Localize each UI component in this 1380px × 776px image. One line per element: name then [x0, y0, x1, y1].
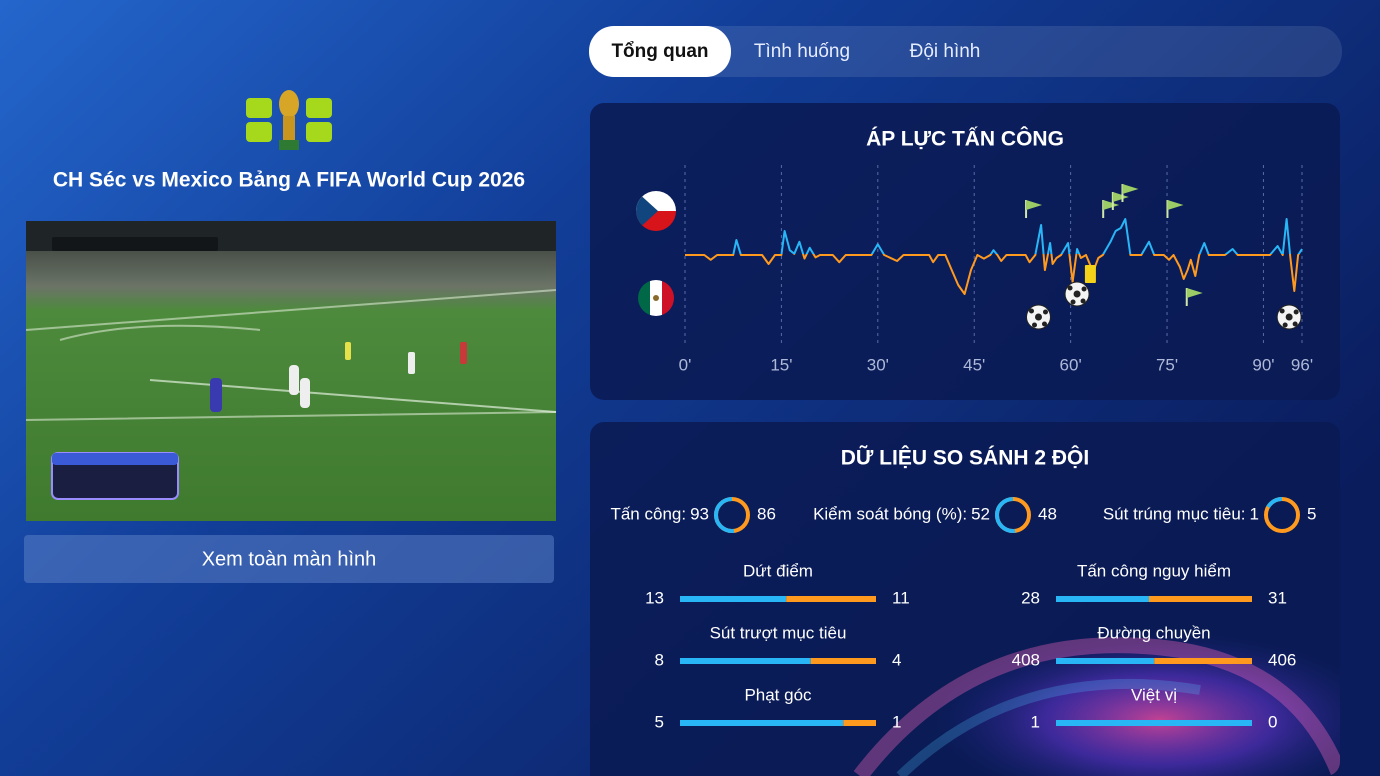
ball-patch	[1292, 321, 1298, 327]
pressure-line-away	[685, 254, 1300, 295]
corner-flag	[1111, 192, 1129, 210]
pressure-panel	[590, 103, 1340, 400]
ball-patch	[1067, 285, 1073, 291]
ball-patch	[1034, 313, 1042, 321]
ball-patch	[1293, 309, 1299, 315]
flag-cloth	[1122, 184, 1139, 194]
away-flag	[638, 280, 674, 316]
ball-patch	[1042, 309, 1048, 315]
stat-label: Dứt điểm	[743, 561, 813, 580]
ball-patch	[1285, 313, 1293, 321]
pressure-line-home	[685, 218, 1303, 254]
ring-home-value: 93	[690, 504, 709, 523]
x-tick-label: 45'	[963, 355, 985, 374]
ring-label: Kiểm soát bóng (%):	[813, 504, 967, 523]
ball-patch	[1282, 322, 1288, 328]
corner-flag	[1166, 200, 1184, 218]
goal-ball	[1064, 281, 1090, 307]
stat-home-bar	[1056, 596, 1150, 602]
flag-cloth	[1167, 200, 1184, 210]
stat-away-value: 4	[892, 650, 901, 669]
ring-home-arc	[714, 497, 750, 533]
x-tick-label: 30'	[867, 355, 889, 374]
ring-home-arc	[995, 497, 1031, 533]
fullscreen-button[interactable]: Xem toàn màn hình	[24, 535, 554, 583]
tab-label[interactable]: Tổng quan	[611, 41, 708, 62]
stat-away-bar	[786, 596, 876, 602]
ball-patch	[1028, 308, 1034, 314]
stat-away-value: 0	[1268, 712, 1277, 731]
ring-home-arc	[1264, 497, 1300, 533]
flag-cloth	[1026, 200, 1043, 210]
stat-home-bar	[680, 596, 787, 602]
stat-away-bar	[1149, 596, 1252, 602]
corner-flag	[1025, 200, 1043, 218]
stat-label: Sút trượt mục tiêu	[710, 623, 847, 642]
ring-label: Tấn công:	[610, 504, 686, 523]
stat-label: Đường chuyền	[1097, 623, 1210, 642]
tab-active-pill[interactable]	[589, 26, 731, 77]
stat-home-bar	[1056, 658, 1155, 664]
ball-patch	[1279, 308, 1285, 314]
stat-home-value: 1	[1031, 712, 1040, 731]
x-tick-label: 60'	[1060, 355, 1082, 374]
corner-flag	[1185, 288, 1203, 306]
stat-away-bar	[810, 658, 876, 664]
stat-label: Phạt góc	[744, 685, 812, 704]
x-tick-label: 90'	[1252, 355, 1274, 374]
home-flag	[636, 191, 676, 231]
pressure-title: ÁP LỰC TẤN CÔNG	[866, 127, 1064, 151]
stat-away-bar	[843, 720, 876, 726]
x-tick-label: 96'	[1291, 355, 1313, 374]
ball-patch	[1080, 298, 1086, 304]
ring-away-value: 5	[1307, 504, 1316, 523]
x-tick-label: 0'	[679, 355, 692, 374]
tab-label[interactable]: Tình huống	[754, 41, 850, 62]
stat-home-value: 8	[655, 650, 664, 669]
yellow-card	[1084, 265, 1096, 283]
stat-home-bar	[680, 720, 844, 726]
stat-label: Tấn công nguy hiểm	[1077, 561, 1231, 580]
ball-patch	[1073, 290, 1081, 298]
stat-home-bar	[680, 658, 811, 664]
stat-home-value: 13	[645, 588, 664, 607]
ring-away-value: 48	[1038, 504, 1057, 523]
corner-flag	[1121, 184, 1139, 202]
flag-cloth	[1103, 200, 1120, 210]
stat-away-value: 31	[1268, 588, 1287, 607]
tab-bar	[590, 26, 1342, 77]
stat-away-value: 406	[1268, 650, 1296, 669]
stat-home-value: 5	[655, 712, 664, 731]
ball-patch	[1070, 299, 1076, 305]
ring-home-value: 52	[971, 504, 990, 523]
flag-cloth	[1186, 288, 1203, 298]
corner-flag	[1102, 200, 1120, 218]
stat-label: Việt vị	[1131, 685, 1177, 704]
tab-label[interactable]: Đội hình	[910, 41, 981, 62]
ball-patch	[1081, 286, 1087, 292]
stat-home-bar	[1056, 720, 1252, 726]
ball-patch	[1041, 321, 1047, 327]
goal-ball	[1025, 304, 1051, 330]
flag-cloth	[1112, 192, 1129, 202]
tournament-logo	[246, 90, 332, 150]
compare-title: DỮ LIỆU SO SÁNH 2 ĐỘI	[841, 446, 1089, 470]
match-title: CH Séc vs Mexico Bảng A FIFA World Cup 2…	[53, 169, 525, 192]
ring-label: Sút trúng mục tiêu:	[1103, 504, 1246, 523]
goal-ball	[1276, 304, 1302, 330]
stat-away-value: 11	[892, 588, 910, 607]
stat-away-bar	[1154, 658, 1252, 664]
x-tick-label: 75'	[1156, 355, 1178, 374]
x-tick-label: 15'	[770, 355, 792, 374]
video-player[interactable]	[25, 221, 557, 521]
stat-home-value: 408	[1012, 650, 1040, 669]
stat-away-value: 1	[892, 712, 901, 731]
ball-patch	[1031, 322, 1037, 328]
stat-home-value: 28	[1021, 588, 1040, 607]
ring-away-value: 86	[757, 504, 776, 523]
fullscreen-label[interactable]: Xem toàn màn hình	[202, 548, 377, 570]
ring-home-value: 1	[1250, 504, 1259, 523]
